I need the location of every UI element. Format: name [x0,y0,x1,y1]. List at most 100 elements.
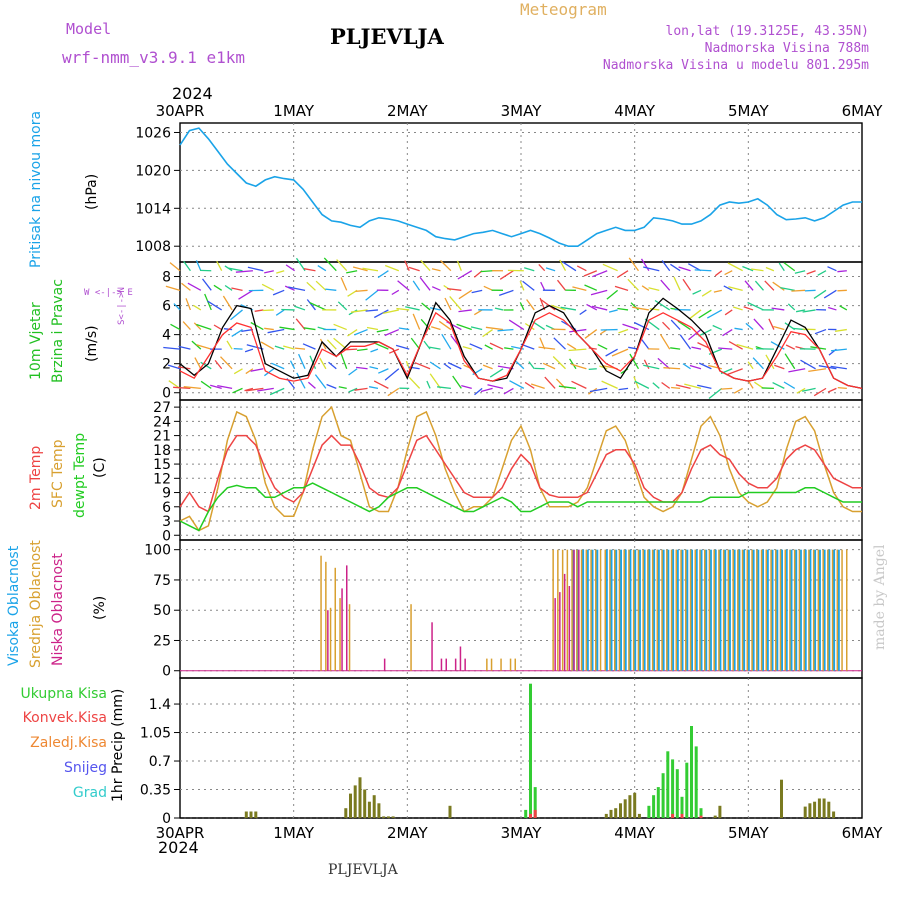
precip-bar-2 [382,816,386,818]
wind-arrow [839,305,848,311]
wind-arrow [611,348,629,357]
wind-arrow [643,266,660,272]
wind-arrow [830,348,847,352]
precip-bar-0 [694,746,698,818]
precip-bar-2 [349,793,352,818]
wind-arrow [649,308,660,311]
pressure-tick-label: 1026 [135,125,171,141]
wind-arrow [398,327,410,331]
precip-bar-2 [391,816,395,818]
wind-arrow [473,309,483,316]
wind-arrow [772,281,785,291]
wind-arrow [785,344,796,350]
wind-arrow [408,266,420,272]
wind-arrow [538,263,546,272]
wind-arrow [742,265,754,272]
wind-arrow [714,270,723,277]
wind-arrow [562,261,577,272]
wind-arrow [306,281,316,291]
year-label-bottom: 2024 [158,838,199,857]
wind-arrow [678,266,691,272]
wind-arrow [592,270,608,278]
wind-arrow [540,299,556,311]
wind-arrow [410,337,421,350]
precip-bar-2 [822,798,826,818]
wind-arrow [250,368,264,372]
wind-tick-label: 6 [162,299,171,315]
wind-arrow [566,343,577,350]
cloud-bar-0 [704,549,708,671]
wind-arrow [602,263,618,272]
cloud-bar-1 [760,549,763,671]
time-tick-bottom: 5MAY [728,824,770,842]
wind-arrow [747,361,754,370]
wind-arrow [571,363,587,370]
wind-arrow [753,318,764,330]
wind-arrow [617,307,629,311]
wind-arrow [173,386,191,390]
wind-arrow [694,269,712,272]
wind-arrow [196,344,212,350]
wind-arrow [354,328,368,336]
wind-arrow [796,387,806,394]
wind-arrow [765,266,775,272]
wind-arrow [629,353,640,370]
legend-snijeg: Snijeg [63,760,107,776]
cloud-bar-2 [554,598,556,671]
wind-arrow [382,309,399,315]
cloud-bar-1 [789,549,791,671]
cloud-bar-1 [647,549,649,671]
wind-arrow [601,380,618,389]
wind-arrow [673,276,681,291]
cloud-bar-1 [846,549,848,671]
wind-arrow [480,387,493,393]
wind-arrow [830,365,847,370]
precip-bar-1 [533,809,537,818]
precip-bar-2 [718,805,722,818]
wind-arrow [195,260,202,271]
wind-arrow [608,309,618,313]
cloud-bar-1 [566,549,569,671]
wind-arrow [452,375,462,389]
wind-arrow [377,270,389,279]
precip-bar-0 [699,808,703,818]
wind-arrow [698,362,712,370]
wind-arrow [576,265,587,272]
cloud-bar-0 [784,549,788,671]
cloud-bar-0 [770,549,774,671]
cloud-bar-1 [708,549,711,671]
wind-arrow [373,380,389,389]
cloud-tick-label: 100 [144,543,171,559]
wind-arrow [504,347,514,350]
wind-arrow [185,298,192,311]
precip-bar-0 [647,805,651,818]
wind-arrow [429,373,442,389]
pressure-line [179,127,862,247]
precip-bar-2 [386,816,390,818]
wind-arrow [794,270,806,274]
wind-arrow [235,270,253,273]
wind-arrow [210,384,222,390]
cloud-bar-1 [775,549,777,671]
wind-arrow [670,263,681,272]
wind-arrow [426,380,431,389]
cloud-bar-1 [661,549,663,671]
wind-tick-label: 8 [162,270,171,286]
temp-tick-label: 12 [153,471,171,487]
wind-arrow [328,361,337,370]
wind-arrow [489,368,504,378]
wind-arrow [724,309,733,316]
wind-arrow [183,261,191,272]
wind-arrow [384,328,400,337]
cloud-bar-1 [490,658,493,671]
cloud-bar-1 [329,607,332,671]
precip-bar-0 [685,762,689,818]
wind-arrow [264,270,274,274]
precip-bar-2 [827,801,831,818]
wind-arrow [449,295,462,311]
wind-arrow [414,362,431,370]
wind-arrow [370,348,379,353]
wind-arrow [276,270,285,274]
wind-arrow [233,347,243,350]
wind-tick-label: 4 [162,328,171,344]
